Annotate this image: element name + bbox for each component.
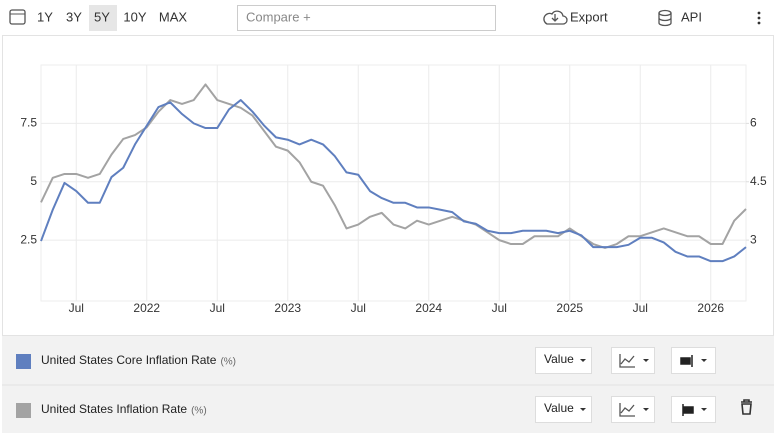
range-button[interactable]: 1Y: [37, 9, 53, 24]
axis-icon: [680, 355, 693, 367]
chart-type-icon: [619, 354, 635, 368]
x-tick-label: 2024: [415, 301, 442, 315]
api-button[interactable]: API: [681, 9, 702, 24]
compare-input[interactable]: [237, 5, 496, 31]
series-line: [40, 99, 747, 263]
dropdown-caret: [580, 359, 586, 362]
compare-placeholder: Compare +: [246, 9, 311, 24]
y2-tick-label: 6: [750, 116, 757, 130]
legend-unit: (%): [220, 357, 236, 368]
y2-tick-label: 4.5: [750, 174, 767, 188]
y2-tick-label: 3: [750, 232, 757, 246]
series-line: [40, 83, 747, 249]
export-arrow: [551, 14, 559, 22]
y-tick-label: 7.5: [20, 116, 37, 130]
api-icon[interactable]: [658, 9, 672, 17]
x-tick-label: Jul: [633, 301, 648, 315]
dropdown-caret: [701, 359, 707, 362]
x-tick-label: 2026: [697, 301, 724, 315]
axis-dropdown[interactable]: [671, 347, 716, 374]
calendar-icon[interactable]: [9, 9, 26, 25]
chart-frame: [2, 35, 774, 336]
x-tick-label: 2022: [133, 301, 160, 315]
legend-swatch: [16, 403, 31, 418]
api-icon-body: [658, 13, 672, 27]
plot-area: Jul 2022 Jul 2023 Jul 2024 Jul 2025 Jul 2026 2.5 5 7…: [20, 64, 767, 315]
legend-label: United States Core Inflation Rate: [41, 353, 217, 367]
x-tick-label: Jul: [69, 301, 84, 315]
legend-swatch: [16, 354, 31, 369]
range-button[interactable]: 10Y: [123, 9, 146, 24]
dropdown-caret: [701, 408, 707, 411]
menu-dot[interactable]: [757, 11, 761, 15]
chart-type-icon: [619, 403, 635, 417]
y-tick-label: 5: [30, 174, 37, 188]
axis-icon: [682, 404, 694, 416]
menu-dot: [757, 16, 761, 20]
range-button[interactable]: 5Y: [94, 9, 110, 24]
range-button[interactable]: 3Y: [66, 9, 82, 24]
dropdown-caret: [580, 408, 586, 411]
delete-icon[interactable]: [741, 399, 752, 415]
chart-type-dropdown[interactable]: [611, 347, 655, 374]
x-tick-label: Jul: [492, 301, 507, 315]
value-dropdown-label: Value: [544, 401, 574, 415]
legend: United States Core Inflation Rate (%) Valu…: [16, 347, 752, 423]
y-tick-label: 2.5: [20, 232, 37, 246]
legend-label: United States Inflation Rate: [41, 402, 187, 416]
range-active-bg: [89, 5, 117, 31]
x-tick-label: Jul: [210, 301, 225, 315]
chart-type-dropdown[interactable]: [611, 396, 655, 423]
range-button[interactable]: MAX: [159, 9, 188, 24]
dropdown-caret: [643, 408, 649, 411]
dropdown-caret: [643, 359, 649, 362]
plot-background: [40, 64, 747, 302]
x-tick-label: 2023: [274, 301, 301, 315]
export-button[interactable]: Export: [570, 9, 608, 24]
export-icon[interactable]: [543, 10, 568, 25]
x-tick-label: 2025: [556, 301, 583, 315]
x-tick-label: Jul: [351, 301, 366, 315]
menu-dot: [757, 21, 761, 25]
value-dropdown-label: Value: [544, 352, 574, 366]
toolbar: Compare + Export API: [9, 5, 761, 31]
legend-unit: (%): [191, 406, 207, 417]
